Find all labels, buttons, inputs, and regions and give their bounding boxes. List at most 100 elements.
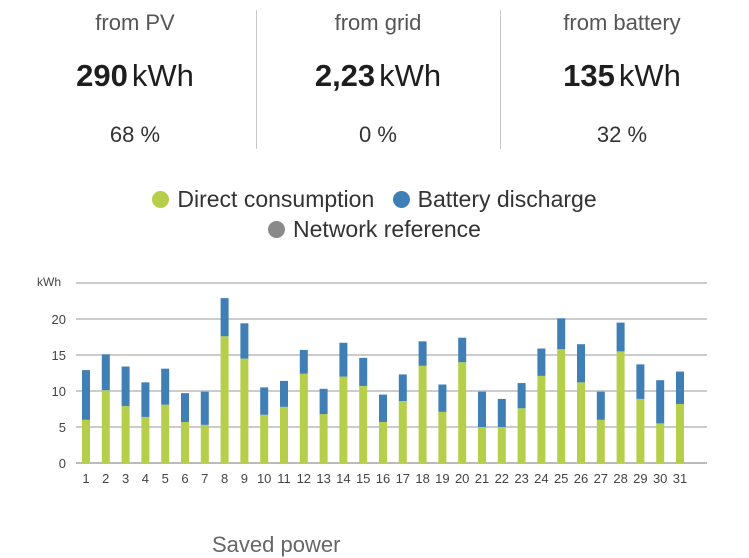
bar-segment-direct-consumption[interactable]: [537, 375, 546, 463]
bar-segment-battery-discharge[interactable]: [458, 337, 467, 363]
saved-power-title: Saved power: [212, 532, 341, 557]
energy-source-summary: from PV 290 kWh 68 % from grid 2,23 kWh 0 …: [0, 0, 749, 160]
bar-segment-battery-discharge[interactable]: [577, 344, 585, 383]
legend-item-network-reference[interactable]: Network reference: [268, 214, 481, 244]
bar-segment-battery-discharge[interactable]: [398, 374, 407, 402]
bar-segment-direct-consumption[interactable]: [181, 421, 189, 463]
bar-segment-direct-consumption[interactable]: [418, 365, 427, 463]
bar-segment-direct-consumption[interactable]: [141, 416, 150, 463]
bar-segment-direct-consumption[interactable]: [161, 404, 170, 463]
bar-segment-battery-discharge[interactable]: [82, 370, 90, 420]
bar-segment-battery-discharge[interactable]: [299, 349, 308, 374]
bar-segment-battery-discharge[interactable]: [418, 341, 427, 366]
bar-segment-direct-consumption[interactable]: [260, 414, 269, 463]
legend-item-battery-discharge[interactable]: Battery discharge: [392, 184, 597, 214]
x-tick-label: 25: [554, 471, 568, 486]
x-tick-label: 23: [514, 471, 528, 486]
bar-segment-direct-consumption[interactable]: [577, 382, 585, 463]
bar-segment-direct-consumption[interactable]: [339, 376, 348, 463]
bar-segment-battery-discharge[interactable]: [537, 348, 546, 376]
bar-segment-battery-discharge[interactable]: [557, 318, 566, 350]
bar-segment-direct-consumption[interactable]: [458, 362, 467, 463]
bar-segment-direct-consumption[interactable]: [478, 427, 486, 463]
legend-label: Direct consumption: [177, 186, 375, 212]
x-tick-label: 20: [455, 471, 469, 486]
bar-segment-battery-discharge[interactable]: [616, 322, 625, 352]
bar-segment-battery-discharge[interactable]: [636, 364, 645, 399]
bar-segment-direct-consumption[interactable]: [656, 423, 665, 463]
bar-segment-battery-discharge[interactable]: [280, 380, 288, 407]
bar-segment-battery-discharge[interactable]: [141, 382, 150, 417]
bar-segment-direct-consumption[interactable]: [616, 351, 625, 463]
bar-segment-direct-consumption[interactable]: [497, 427, 506, 463]
stat-unit: kWh: [379, 58, 442, 93]
bar-segment-battery-discharge[interactable]: [517, 383, 526, 409]
bar-segment-battery-discharge[interactable]: [220, 298, 229, 337]
stat-value: 2,23 kWh: [258, 58, 498, 94]
bar-segment-direct-consumption[interactable]: [280, 406, 288, 463]
bar-segment-direct-consumption[interactable]: [398, 401, 407, 463]
x-tick-label: 27: [594, 471, 608, 486]
legend-label: Battery discharge: [417, 186, 597, 212]
bar-segment-direct-consumption[interactable]: [359, 385, 368, 463]
divider: [256, 10, 257, 149]
bar-segment-battery-discharge[interactable]: [379, 394, 387, 422]
stat-unit: kWh: [618, 58, 681, 93]
bar-segment-battery-discharge[interactable]: [240, 323, 249, 359]
bar-segment-direct-consumption[interactable]: [200, 424, 209, 463]
x-tick-label: 2: [102, 471, 109, 486]
legend-dot: [392, 191, 410, 208]
legend-label: Network reference: [293, 216, 481, 242]
bar-segment-direct-consumption[interactable]: [319, 414, 328, 463]
x-tick-label: 6: [181, 471, 188, 486]
bar-segment-direct-consumption[interactable]: [636, 398, 645, 463]
bar-segment-battery-discharge[interactable]: [478, 391, 486, 427]
stat-label: from grid: [334, 10, 422, 35]
bar-segment-battery-discharge[interactable]: [656, 380, 665, 424]
bar-segment-battery-discharge[interactable]: [260, 387, 269, 415]
bar-segment-direct-consumption[interactable]: [557, 349, 566, 463]
x-tick-label: 7: [201, 471, 208, 486]
stat-number: 2,23: [314, 58, 376, 93]
chart-legend: Direct consumption Battery discharge Net…: [0, 184, 749, 244]
bar-segment-direct-consumption[interactable]: [379, 421, 387, 463]
bar-segment-battery-discharge[interactable]: [497, 398, 506, 427]
bar-segment-battery-discharge[interactable]: [676, 371, 684, 404]
x-tick-label: 10: [257, 471, 271, 486]
bar-segment-battery-discharge[interactable]: [596, 391, 605, 420]
x-tick-label: 18: [415, 471, 429, 486]
bar-segment-battery-discharge[interactable]: [200, 391, 209, 425]
x-tick-label: 11: [277, 471, 291, 486]
y-tick-label: 0: [59, 456, 66, 471]
bar-segment-direct-consumption[interactable]: [220, 336, 229, 463]
bar-segment-direct-consumption[interactable]: [82, 419, 90, 463]
bar-segment-battery-discharge[interactable]: [319, 388, 328, 415]
bar-segment-direct-consumption[interactable]: [240, 358, 249, 463]
bar-segment-direct-consumption[interactable]: [676, 403, 684, 463]
bar-segment-direct-consumption[interactable]: [299, 373, 308, 463]
bar-segment-battery-discharge[interactable]: [181, 393, 189, 422]
bar-segment-direct-consumption[interactable]: [121, 406, 130, 463]
bar-segment-battery-discharge[interactable]: [161, 368, 170, 405]
x-tick-label: 15: [356, 471, 370, 486]
x-tick-label: 22: [495, 471, 509, 486]
stat-unit: kWh: [131, 58, 194, 93]
bar-segment-battery-discharge[interactable]: [359, 357, 368, 386]
x-tick-label: 26: [574, 471, 588, 486]
bar-segment-battery-discharge[interactable]: [121, 366, 130, 407]
bar-segment-battery-discharge[interactable]: [438, 384, 447, 412]
x-tick-label: 3: [122, 471, 129, 486]
bar-segment-direct-consumption[interactable]: [438, 411, 447, 463]
bar-segment-battery-discharge[interactable]: [101, 354, 110, 391]
bar-segment-direct-consumption[interactable]: [101, 390, 110, 463]
legend-item-direct-consumption[interactable]: Direct consumption: [152, 184, 374, 214]
stat-percent: 68 %: [109, 122, 161, 147]
bar-segment-direct-consumption[interactable]: [517, 408, 526, 463]
bar-segment-battery-discharge[interactable]: [339, 342, 348, 377]
x-tick-label: 13: [316, 471, 330, 486]
stat-percent: 32 %: [596, 122, 648, 147]
stat-label: from PV: [95, 10, 175, 35]
bar-segment-direct-consumption[interactable]: [596, 419, 605, 463]
